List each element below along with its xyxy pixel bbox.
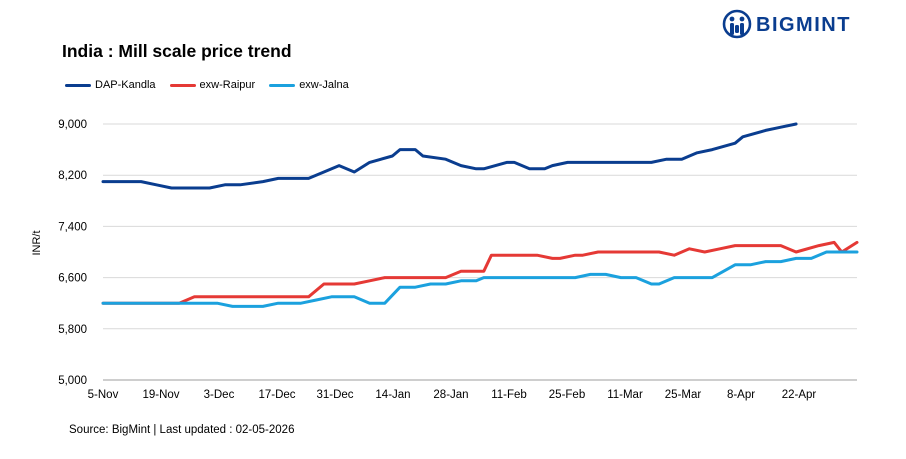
legend-item-exw-raipur: exw-Raipur xyxy=(169,79,256,91)
series-line-exw-jalna xyxy=(101,250,859,308)
chart-title: India : Mill scale price trend xyxy=(62,41,292,61)
legend-label-dap-kandla: DAP-Kandla xyxy=(95,79,156,91)
x-tick-label: 5-Nov xyxy=(88,389,119,401)
x-tick-label: 14-Jan xyxy=(375,389,410,401)
x-tick-labels: 5-Nov 19-Nov 3-Dec 17-Dec 31-Dec 14-Jan 28-Jan… xyxy=(88,389,817,401)
brand-logo-text: BIGMINT xyxy=(756,14,851,36)
y-tick-label: 8,200 xyxy=(58,170,87,182)
legend-swatch-exw-raipur xyxy=(169,83,196,87)
x-tick-label: 28-Jan xyxy=(433,389,468,401)
brand-logo-icon xyxy=(722,9,752,39)
y-axis-label: INR/t xyxy=(31,230,43,255)
y-tick-label: 9,000 xyxy=(58,119,87,131)
x-tick-label: 25-Feb xyxy=(549,389,585,401)
series-lines xyxy=(101,122,859,308)
legend-swatch-dap-kandla xyxy=(65,83,91,87)
x-tick-label: 31-Dec xyxy=(316,389,353,401)
y-tick-label: 5,000 xyxy=(58,375,87,387)
series-line-exw-raipur xyxy=(101,240,859,305)
x-tick-label: 11-Mar xyxy=(607,389,643,401)
y-tick-label: 6,600 xyxy=(58,273,87,285)
x-tick-label: 22-Apr xyxy=(782,389,817,401)
legend-swatch-exw-jalna xyxy=(269,83,296,87)
legend-label-exw-raipur: exw-Raipur xyxy=(199,79,256,91)
chart-legend: DAP-Kandla exw-Raipur exw-Jalna xyxy=(65,79,349,91)
x-tick-label: 19-Nov xyxy=(142,389,179,401)
brand-logo: BIGMINT xyxy=(722,9,872,41)
x-tick-label: 8-Apr xyxy=(727,389,755,401)
x-tick-label: 3-Dec xyxy=(204,389,235,401)
x-tick-label: 17-Dec xyxy=(258,389,295,401)
grid-lines xyxy=(103,123,857,381)
legend-item-exw-jalna: exw-Jalna xyxy=(269,79,349,91)
legend-item-dap-kandla: DAP-Kandla xyxy=(65,79,156,91)
y-tick-label: 7,400 xyxy=(58,221,87,233)
legend-label-exw-jalna: exw-Jalna xyxy=(299,79,349,91)
y-tick-labels: 5,000 5,800 6,600 7,400 8,200 9,000 xyxy=(58,119,87,387)
source-note: Source: BigMint | Last updated : 02-05-2… xyxy=(69,424,295,436)
x-tick-label: 11-Feb xyxy=(491,389,527,401)
y-tick-label: 5,800 xyxy=(58,324,87,336)
x-tick-label: 25-Mar xyxy=(665,389,702,401)
series-line-dap-kandla xyxy=(101,122,798,190)
